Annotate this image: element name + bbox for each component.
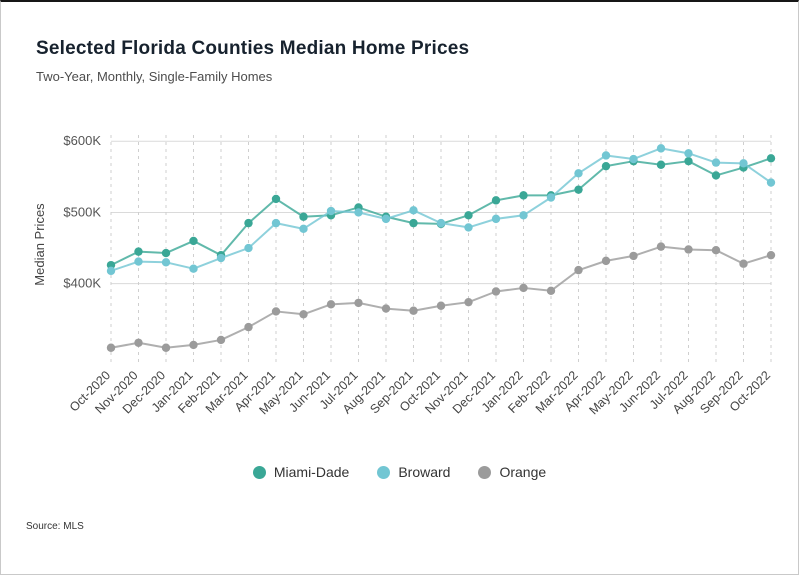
legend-dot-orange xyxy=(478,465,492,479)
legend-label-broward: Broward xyxy=(398,464,451,480)
chart-area: $400K $500K $600K Oct-2020 Nov-2020 Dec-2020 J… xyxy=(26,112,798,462)
chart-header: Selected Florida Counties Median Home Pr… xyxy=(1,2,798,84)
legend-item-miami-dade: Miami-Dade xyxy=(252,464,350,480)
legend-item-orange: Orange xyxy=(478,464,546,480)
chart-legend: Miami-Dade Broward Orange xyxy=(1,464,798,480)
svg-text:$400K: $400K xyxy=(63,276,101,291)
legend-dot-miami-dade xyxy=(252,465,266,479)
svg-text:$600K: $600K xyxy=(63,133,101,148)
svg-text:Median Prices: Median Prices xyxy=(32,203,47,286)
source-note: Source: MLS xyxy=(26,521,84,532)
chart-subtitle: Two-Year, Monthly, Single-Family Homes xyxy=(36,69,273,84)
legend-item-broward: Broward xyxy=(377,464,450,480)
chart-title: Selected Florida Counties Median Home Pr… xyxy=(36,38,470,59)
line-chart: $400K$500K$600KOct-2020Nov-2020Dec-2020J… xyxy=(32,133,776,417)
legend-label-miami-dade: Miami-Dade xyxy=(273,464,350,480)
legend-label-orange: Orange xyxy=(499,464,547,480)
svg-text:$500K: $500K xyxy=(63,204,101,219)
legend-dot-broward xyxy=(377,465,391,479)
